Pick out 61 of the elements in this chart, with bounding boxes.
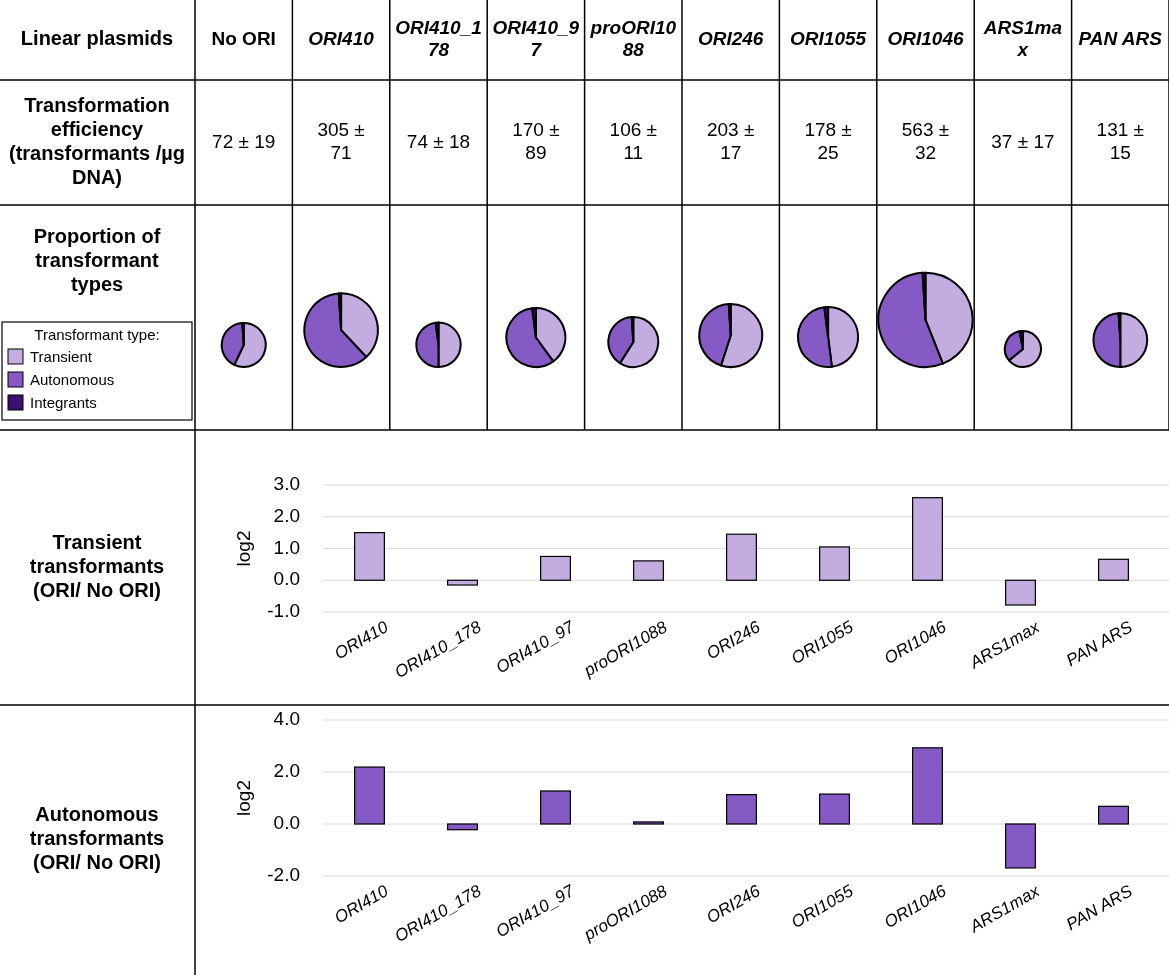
- bar: [1098, 558, 1129, 581]
- legend-label: Transient: [30, 348, 93, 365]
- y-tick-label: 2.0: [273, 760, 300, 782]
- bar: [912, 747, 943, 825]
- x-tick-label: PAN ARS: [1063, 617, 1137, 671]
- text: Transient transformants (ORI/ No ORI): [29, 530, 165, 601]
- legend-label: Integrants: [30, 394, 97, 411]
- legend-title: Transformant type:: [34, 326, 160, 343]
- y-axis-title: log2: [233, 780, 255, 816]
- chart-title: ORI410_178: [395, 16, 482, 61]
- x-tick-label: PAN ARS: [1063, 881, 1137, 935]
- bar: [447, 579, 478, 586]
- text: Transformation efficiency (transformants /µg DNA): [9, 93, 185, 188]
- text: 131 ± 15: [1096, 119, 1145, 163]
- y-tick-label: 3.0: [273, 473, 300, 495]
- y-tick-label: 4.0: [273, 708, 300, 730]
- bar: [540, 555, 571, 581]
- bar: [354, 766, 385, 825]
- bar: [726, 794, 757, 825]
- chart-title: proORI1088: [589, 16, 677, 61]
- y-axis-title: log2: [233, 530, 255, 567]
- bar: [1098, 805, 1129, 825]
- chart-title: ORI1046: [887, 28, 964, 50]
- bar: [1005, 823, 1036, 869]
- bar: [354, 532, 385, 581]
- text: 170 ± 89: [512, 119, 560, 163]
- text: 37 ± 17: [991, 130, 1055, 152]
- text: 72 ± 19: [212, 130, 276, 152]
- y-tick-label: -2.0: [267, 864, 300, 886]
- bar: [726, 533, 757, 581]
- bar: [912, 497, 943, 581]
- y-tick-label: 1.0: [273, 536, 300, 558]
- text: Autonomous transformants (ORI/ No ORI): [29, 803, 165, 874]
- y-tick-label: 0.0: [273, 568, 300, 590]
- text: 203 ± 17: [706, 119, 755, 163]
- text: 74 ± 18: [406, 130, 471, 152]
- chart-title: ORI246: [697, 28, 764, 50]
- text: Proportion of transformant types: [33, 225, 161, 296]
- bar: [819, 793, 850, 825]
- chart-title: PAN ARS: [1078, 28, 1163, 50]
- pie-slice: [1008, 329, 1042, 368]
- text: 178 ± 25: [804, 119, 852, 163]
- bar: [1005, 579, 1036, 606]
- y-tick-label: 2.0: [273, 504, 300, 526]
- bar: [540, 790, 571, 825]
- chart-title: No ORI: [211, 28, 276, 50]
- chart-title: ORI1055: [790, 28, 867, 50]
- y-tick-label: -1.0: [267, 600, 300, 622]
- text: 563 ± 32: [901, 119, 950, 163]
- y-tick-label: 0.0: [273, 812, 300, 834]
- chart-title: ORI410_97: [492, 16, 580, 61]
- text: 305 ± 71: [317, 119, 365, 163]
- chart-title: ARS1max: [982, 16, 1063, 61]
- chart-title: ORI410: [308, 28, 375, 50]
- bar: [819, 546, 850, 581]
- bar: [633, 560, 664, 581]
- text: Linear plasmids: [20, 27, 174, 50]
- legend-label: Autonomous: [30, 371, 115, 388]
- bar: [447, 823, 478, 831]
- bar: [633, 821, 664, 825]
- text: 106 ± 11: [609, 119, 658, 163]
